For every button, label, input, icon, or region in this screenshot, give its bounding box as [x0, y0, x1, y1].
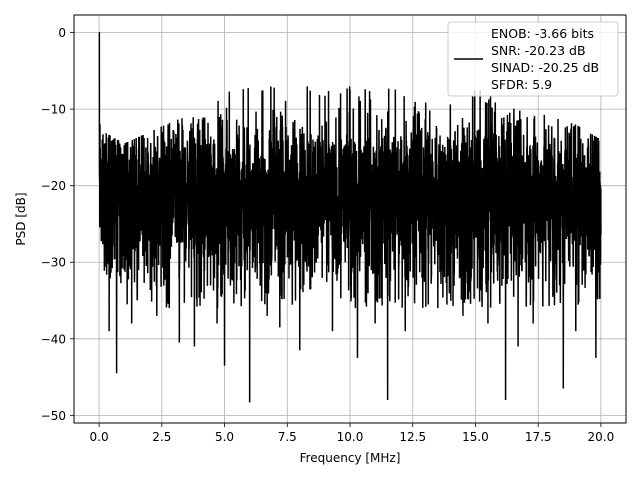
y-tick-label: −20 [41, 179, 66, 193]
x-tick-label: 15.0 [462, 430, 489, 444]
legend: ENOB: -3.66 bits SNR: -20.23 dB SINAD: -… [447, 21, 619, 97]
psd-series-line [98, 31, 602, 403]
series-layer [98, 31, 602, 403]
legend-line-snr: SNR: -20.23 dB [491, 43, 586, 58]
y-axis-label: PSD [dB] [14, 192, 28, 245]
x-tick-label: 7.5 [278, 430, 297, 444]
y-tick-label: −50 [41, 409, 66, 423]
x-axis-label: Frequency [MHz] [300, 451, 401, 465]
y-axis: 0 −10 −20 −30 −40 −50 [41, 26, 74, 423]
x-tick-label: 10.0 [337, 430, 364, 444]
legend-line-sinad: SINAD: -20.25 dB [491, 60, 599, 75]
x-tick-label: 17.5 [525, 430, 552, 444]
y-tick-label: −10 [41, 103, 66, 117]
x-tick-label: 12.5 [399, 430, 426, 444]
x-axis: 0.0 2.5 5.0 7.5 10.0 12.5 15.0 17.5 20.0 [90, 423, 615, 444]
y-tick-label: 0 [58, 26, 66, 40]
y-tick-label: −40 [41, 332, 66, 346]
x-tick-label: 20.0 [588, 430, 615, 444]
x-tick-label: 2.5 [152, 430, 171, 444]
legend-line-enob: ENOB: -3.66 bits [491, 26, 594, 41]
y-tick-label: −30 [41, 256, 66, 270]
x-tick-label: 0.0 [90, 430, 109, 444]
legend-box [447, 21, 619, 97]
x-tick-label: 5.0 [215, 430, 234, 444]
legend-line-sfdr: SFDR: 5.9 [491, 77, 552, 92]
